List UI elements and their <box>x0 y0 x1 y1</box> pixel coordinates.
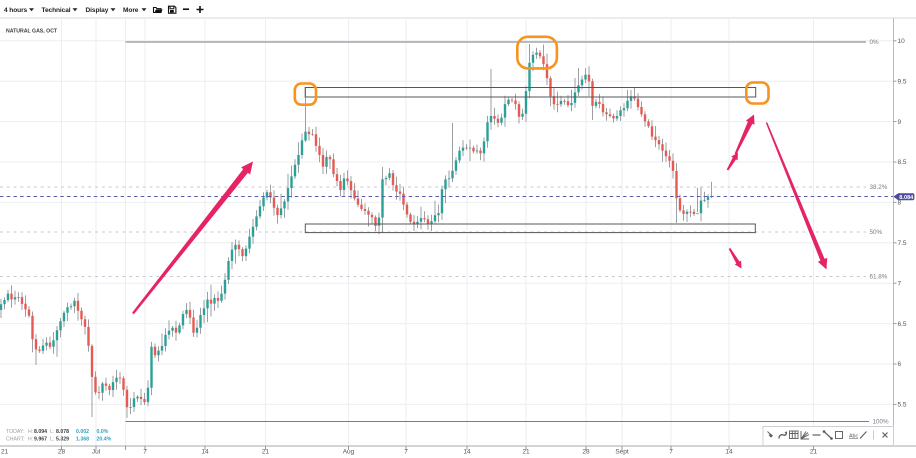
svg-text:0.002: 0.002 <box>76 429 89 435</box>
svg-text:Abc: Abc <box>849 433 858 439</box>
svg-text:21: 21 <box>1 449 9 456</box>
svg-text:100%: 100% <box>873 419 890 426</box>
svg-text:20.4%: 20.4% <box>97 437 112 443</box>
svg-text:7: 7 <box>404 449 408 456</box>
svg-text:L:: L: <box>50 437 54 443</box>
svg-text:28: 28 <box>582 449 590 456</box>
svg-text:Technical: Technical <box>42 7 71 14</box>
svg-text:More: More <box>123 7 139 14</box>
svg-text:Display: Display <box>86 7 109 14</box>
svg-text:38.2%: 38.2% <box>870 184 888 191</box>
svg-text:CHART:: CHART: <box>6 437 25 443</box>
svg-text:H:: H: <box>28 429 33 435</box>
svg-text:Sept: Sept <box>615 449 629 456</box>
svg-text:7.5: 7.5 <box>898 240 907 247</box>
svg-text:9: 9 <box>898 119 902 126</box>
svg-text:Aug: Aug <box>343 449 355 456</box>
svg-text:9.967: 9.967 <box>34 437 47 443</box>
svg-text:8.094: 8.094 <box>34 429 47 435</box>
svg-text:5.5: 5.5 <box>898 402 907 409</box>
svg-text:NATURAL GAS, OCT: NATURAL GAS, OCT <box>6 29 58 35</box>
svg-text:Jul: Jul <box>92 449 101 456</box>
svg-text:0.0%: 0.0% <box>97 429 109 435</box>
svg-text:6: 6 <box>898 361 902 368</box>
svg-text:7: 7 <box>669 449 673 456</box>
svg-text:21: 21 <box>262 449 270 456</box>
svg-text:8: 8 <box>898 200 902 207</box>
svg-text:8.084: 8.084 <box>899 195 914 201</box>
svg-text:10: 10 <box>898 38 906 45</box>
svg-text:8.078: 8.078 <box>56 429 69 435</box>
svg-text:21: 21 <box>522 449 530 456</box>
svg-text:0%: 0% <box>870 39 880 46</box>
svg-text:4 hours: 4 hours <box>4 7 28 14</box>
svg-text:61.8%: 61.8% <box>870 274 888 281</box>
svg-text:7: 7 <box>143 449 147 456</box>
svg-text:7: 7 <box>898 280 902 287</box>
svg-text:5.329: 5.329 <box>56 437 69 443</box>
svg-text:14: 14 <box>725 449 733 456</box>
svg-text:28: 28 <box>58 449 66 456</box>
svg-text:TODAY:: TODAY: <box>6 429 25 435</box>
svg-text:50%: 50% <box>870 229 883 236</box>
svg-text:L:: L: <box>50 429 54 435</box>
svg-text:21: 21 <box>810 449 818 456</box>
svg-text:1.368: 1.368 <box>76 437 89 443</box>
svg-text:14: 14 <box>201 449 209 456</box>
svg-text:9.5: 9.5 <box>898 78 907 85</box>
svg-text:8.5: 8.5 <box>898 159 907 166</box>
svg-text:14: 14 <box>463 449 471 456</box>
svg-text:H:: H: <box>28 437 33 443</box>
svg-text:6.5: 6.5 <box>898 321 907 328</box>
